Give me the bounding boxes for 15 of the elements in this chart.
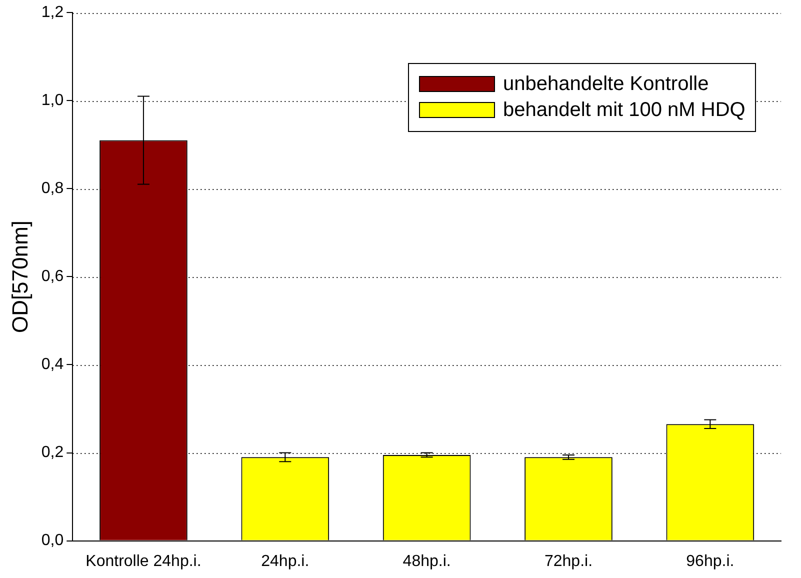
y-tick-label: 0,0 <box>41 532 64 550</box>
x-tick-label: 48hp.i. <box>402 552 451 570</box>
x-tick-label: Kontrolle 24hp.i. <box>86 552 202 570</box>
y-tick-label: 0,2 <box>41 444 64 462</box>
y-tick-label: 1,0 <box>41 92 64 110</box>
x-tick-label: 72hp.i. <box>544 552 593 570</box>
y-tick-label: 0,4 <box>41 356 64 374</box>
y-axis-title: OD[570nm] <box>7 220 32 333</box>
x-tick-label: 96hp.i. <box>686 552 734 570</box>
y-tick-label: 0,8 <box>41 180 64 198</box>
y-tick-label: 0,6 <box>41 268 64 286</box>
legend-label: unbehandelte Kontrolle <box>503 72 709 96</box>
x-tick-label: 24hp.i. <box>261 552 310 570</box>
y-tick-label: 1,2 <box>41 4 64 22</box>
legend-label: behandelt mit 100 nM HDQ <box>503 98 746 122</box>
